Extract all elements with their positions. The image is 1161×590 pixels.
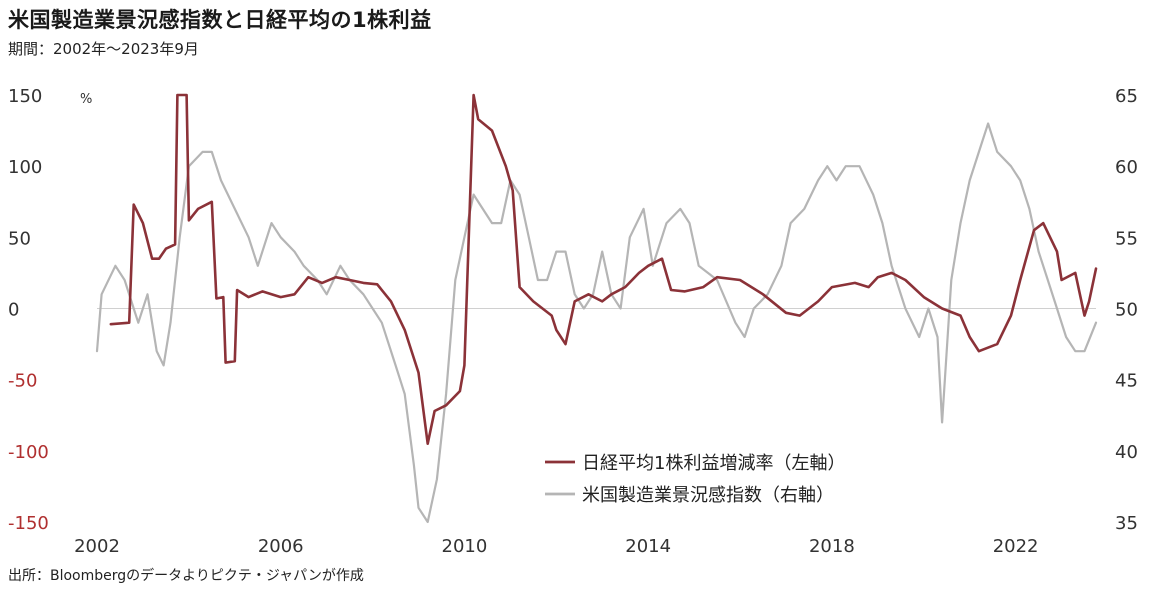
left-axis-tick-label: 150 <box>8 86 42 107</box>
right-axis-tick-label: 35 <box>1115 513 1138 534</box>
source-note: 出所：Bloombergのデータよりピクテ・ジャパンが作成 <box>8 568 364 584</box>
series-lines <box>95 93 1098 524</box>
right-axis-tick-label: 45 <box>1115 371 1138 392</box>
x-axis-tick-label: 2006 <box>258 536 304 557</box>
x-axis-tick-label: 2022 <box>993 536 1039 557</box>
left-axis-tick-label: 100 <box>8 157 42 178</box>
x-axis-tick-label: 2010 <box>442 536 488 557</box>
left-axis-tick-label: -100 <box>8 442 49 463</box>
left-axis-tick-label: 0 <box>8 300 19 321</box>
left-axis-tick-label: -50 <box>8 371 37 392</box>
right-axis-tick-label: 50 <box>1115 300 1138 321</box>
series-line-ism-index <box>95 122 1098 524</box>
legend-label: 日経平均1株利益増減率（左軸） <box>582 453 845 474</box>
chart-subtitle: 期間：2002年～2023年9月 <box>8 40 199 58</box>
x-axis-tick-label: 2002 <box>74 536 120 557</box>
series-line-eps-growth <box>109 93 1098 446</box>
x-axis-tick-label: 2018 <box>809 536 855 557</box>
right-axis-tick-label: 55 <box>1115 228 1138 249</box>
left-axis-unit: % <box>80 92 92 107</box>
left-axis-tick-label: 50 <box>8 228 31 249</box>
right-axis-tick-label: 65 <box>1115 86 1138 107</box>
legend-label: 米国製造業景況感指数（右軸） <box>582 485 834 506</box>
axes: 150 100 50 0 -50 -100 -150% 65 60 55 50 45 40 35 2002 2… <box>8 86 1138 557</box>
right-axis-tick-label: 40 <box>1115 442 1138 463</box>
left-axis-tick-label: -150 <box>8 513 49 534</box>
legend: 日経平均1株利益増減率（左軸） 米国製造業景況感指数（右軸） <box>545 453 845 506</box>
x-axis-tick-label: 2014 <box>625 536 671 557</box>
right-axis-tick-label: 60 <box>1115 157 1138 178</box>
chart-title: 米国製造業景況感指数と日経平均の1株利益 <box>8 8 432 32</box>
